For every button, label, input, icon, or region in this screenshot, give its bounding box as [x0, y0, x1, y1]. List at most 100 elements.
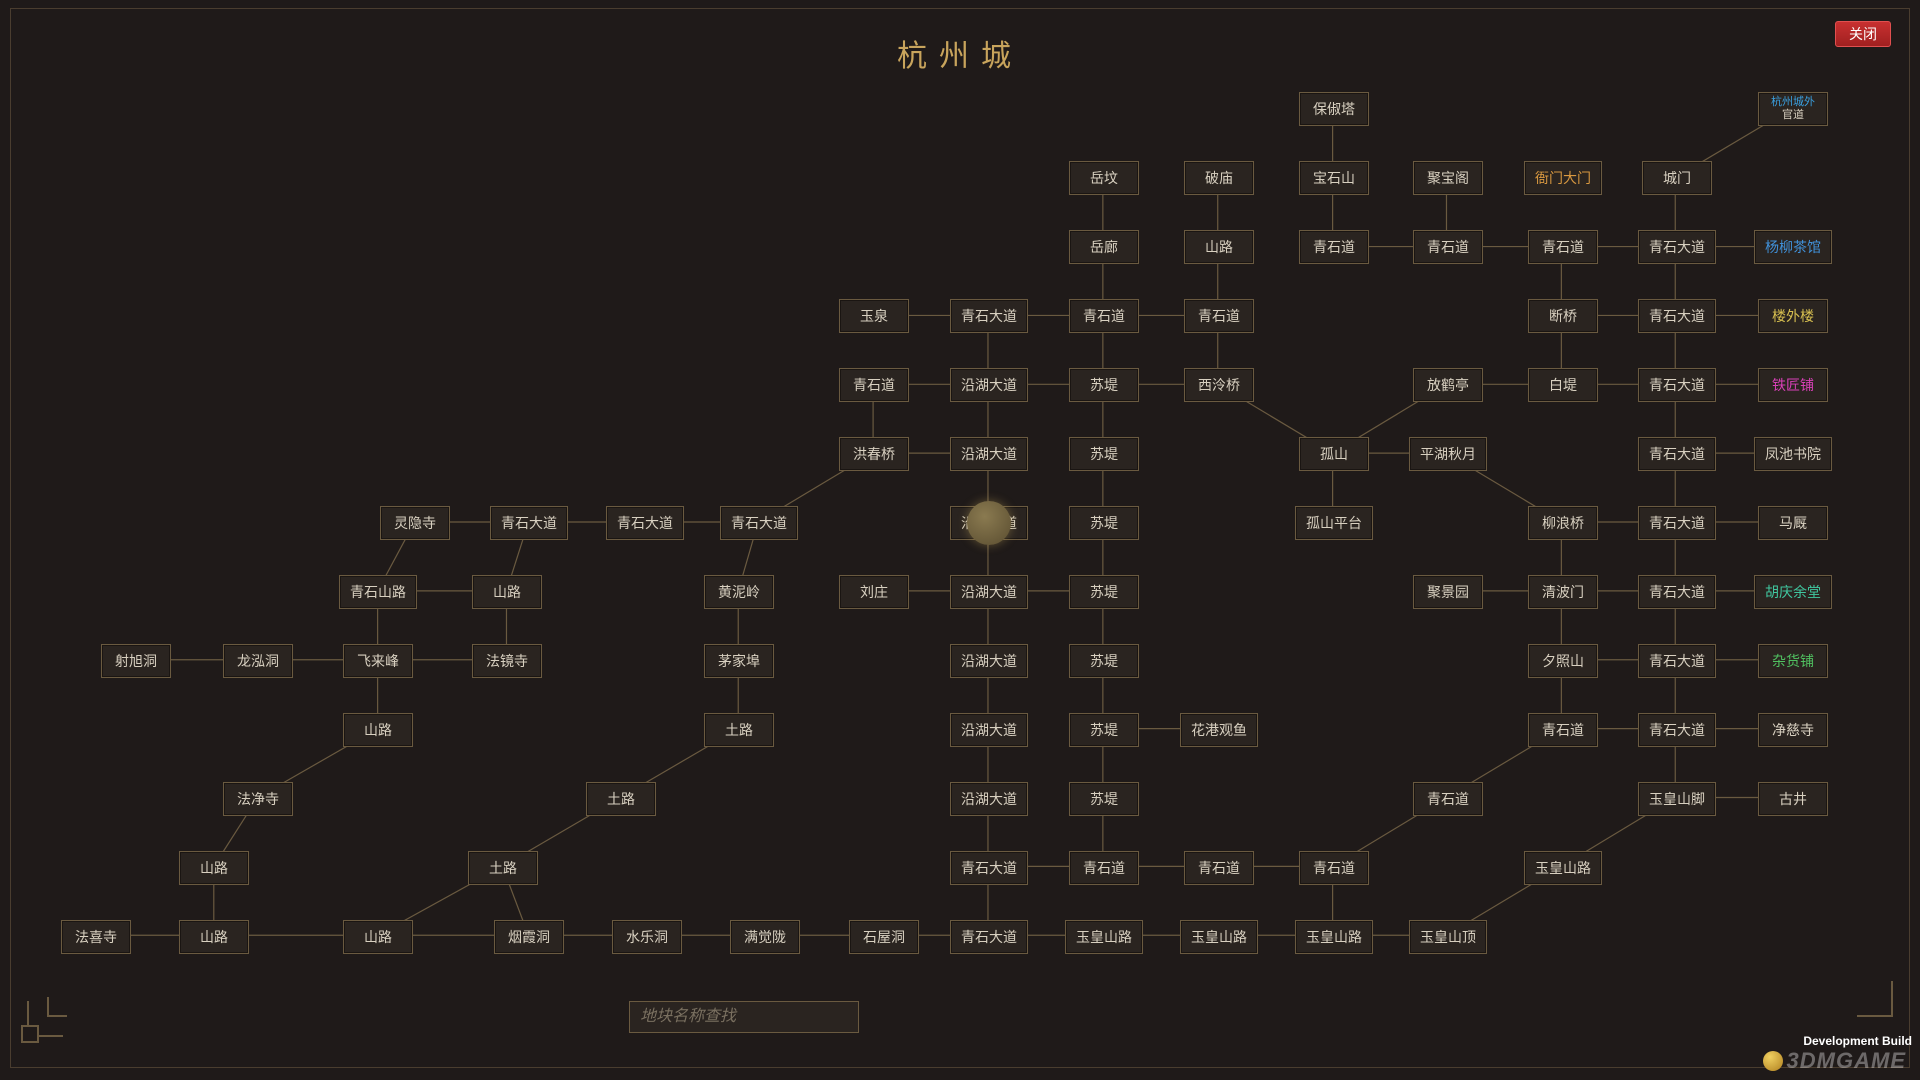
- map-node[interactable]: 古井: [1758, 782, 1828, 816]
- map-node[interactable]: 马厩: [1758, 506, 1828, 540]
- map-node[interactable]: 青石大道: [1638, 713, 1716, 747]
- map-node[interactable]: 青石大道: [1638, 575, 1716, 609]
- map-node[interactable]: 青石大道: [1638, 299, 1716, 333]
- map-node[interactable]: 山路: [179, 851, 249, 885]
- map-node[interactable]: 放鹤亭: [1413, 368, 1483, 402]
- map-node[interactable]: 衙门大门: [1524, 161, 1602, 195]
- map-node[interactable]: 玉皇山顶: [1409, 920, 1487, 954]
- map-node[interactable]: 白堤: [1528, 368, 1598, 402]
- map-node[interactable]: 法喜寺: [61, 920, 131, 954]
- map-node[interactable]: 沿湖大道: [950, 437, 1028, 471]
- map-node[interactable]: 断桥: [1528, 299, 1598, 333]
- map-node[interactable]: 铁匠铺: [1758, 368, 1828, 402]
- map-node[interactable]: 青石大道: [720, 506, 798, 540]
- map-node[interactable]: 灵隐寺: [380, 506, 450, 540]
- map-node[interactable]: 龙泓洞: [223, 644, 293, 678]
- map-node[interactable]: 城门: [1642, 161, 1712, 195]
- map-node[interactable]: 孤山: [1299, 437, 1369, 471]
- map-node[interactable]: 青石大道: [950, 920, 1028, 954]
- map-node[interactable]: 刘庄: [839, 575, 909, 609]
- map-node[interactable]: 杨柳茶馆: [1754, 230, 1832, 264]
- map-node[interactable]: 青石道: [1528, 713, 1598, 747]
- map-node[interactable]: 青石道: [1299, 230, 1369, 264]
- map-node[interactable]: 水乐洞: [612, 920, 682, 954]
- map-node[interactable]: 青石道: [1413, 782, 1483, 816]
- map-node[interactable]: 玉泉: [839, 299, 909, 333]
- map-node[interactable]: 山路: [343, 713, 413, 747]
- map-node[interactable]: 石屋洞: [849, 920, 919, 954]
- map-node[interactable]: 破庙: [1184, 161, 1254, 195]
- map-node[interactable]: 法镜寺: [472, 644, 542, 678]
- map-node[interactable]: 苏堤: [1069, 713, 1139, 747]
- map-node[interactable]: 青石道: [1184, 299, 1254, 333]
- map-node[interactable]: 青石大道: [1638, 230, 1716, 264]
- map-node[interactable]: 杭州城外官道: [1758, 92, 1828, 126]
- map-node[interactable]: 玉皇山脚: [1638, 782, 1716, 816]
- map-node[interactable]: 苏堤: [1069, 368, 1139, 402]
- map-node[interactable]: 玉皇山路: [1180, 920, 1258, 954]
- map-node[interactable]: 土路: [468, 851, 538, 885]
- map-node[interactable]: 青石大道: [606, 506, 684, 540]
- search-input[interactable]: [630, 1002, 858, 1032]
- map-node[interactable]: 玉皇山路: [1065, 920, 1143, 954]
- map-node[interactable]: 黄泥岭: [704, 575, 774, 609]
- map-node[interactable]: 山路: [1184, 230, 1254, 264]
- map-node[interactable]: 孤山平台: [1295, 506, 1373, 540]
- map-node[interactable]: 射旭洞: [101, 644, 171, 678]
- map-node[interactable]: 烟霞洞: [494, 920, 564, 954]
- map-node[interactable]: 土路: [704, 713, 774, 747]
- map-node[interactable]: 柳浪桥: [1528, 506, 1598, 540]
- map-node[interactable]: 宝石山: [1299, 161, 1369, 195]
- map-node[interactable]: 胡庆余堂: [1754, 575, 1832, 609]
- map-node[interactable]: 清波门: [1528, 575, 1598, 609]
- map-node[interactable]: 苏堤: [1069, 782, 1139, 816]
- map-node[interactable]: 凤池书院: [1754, 437, 1832, 471]
- map-node[interactable]: 法净寺: [223, 782, 293, 816]
- map-node[interactable]: 青石大道: [490, 506, 568, 540]
- map-node[interactable]: 青石道: [839, 368, 909, 402]
- map-node[interactable]: 保俶塔: [1299, 92, 1369, 126]
- map-node[interactable]: 玉皇山路: [1295, 920, 1373, 954]
- map-node[interactable]: 沿湖大道: [950, 713, 1028, 747]
- map-node[interactable]: 苏堤: [1069, 575, 1139, 609]
- map-node[interactable]: 楼外楼: [1758, 299, 1828, 333]
- map-node[interactable]: 山路: [343, 920, 413, 954]
- map-node[interactable]: 青石道: [1184, 851, 1254, 885]
- map-node[interactable]: 青石大道: [1638, 506, 1716, 540]
- map-node[interactable]: 平湖秋月: [1409, 437, 1487, 471]
- map-node[interactable]: 青石山路: [339, 575, 417, 609]
- map-node[interactable]: 满觉陇: [730, 920, 800, 954]
- map-node[interactable]: 夕照山: [1528, 644, 1598, 678]
- search-box[interactable]: [629, 1001, 859, 1033]
- map-node[interactable]: 沿湖大道: [950, 644, 1028, 678]
- map-node[interactable]: 沿湖大道: [950, 368, 1028, 402]
- map-node[interactable]: 青石道: [1299, 851, 1369, 885]
- map-node[interactable]: 土路: [586, 782, 656, 816]
- map-node[interactable]: 青石道: [1069, 851, 1139, 885]
- map-node[interactable]: 青石道: [1528, 230, 1598, 264]
- map-node[interactable]: 茅家埠: [704, 644, 774, 678]
- map-node[interactable]: 沿湖大道: [950, 782, 1028, 816]
- map-node[interactable]: 沿湖大道: [950, 575, 1028, 609]
- map-node[interactable]: 岳廊: [1069, 230, 1139, 264]
- map-node[interactable]: 青石大道: [1638, 437, 1716, 471]
- map-node[interactable]: 山路: [179, 920, 249, 954]
- map-node[interactable]: 净慈寺: [1758, 713, 1828, 747]
- map-node[interactable]: 青石大道: [950, 851, 1028, 885]
- map-node[interactable]: 山路: [472, 575, 542, 609]
- map-node[interactable]: 苏堤: [1069, 644, 1139, 678]
- map-node[interactable]: 青石大道: [1638, 644, 1716, 678]
- map-node[interactable]: 青石大道: [1638, 368, 1716, 402]
- map-node[interactable]: 玉皇山路: [1524, 851, 1602, 885]
- map-node[interactable]: 西泠桥: [1184, 368, 1254, 402]
- map-node[interactable]: 杂货铺: [1758, 644, 1828, 678]
- map-node[interactable]: 洪春桥: [839, 437, 909, 471]
- map-node[interactable]: 飞来峰: [343, 644, 413, 678]
- map-node[interactable]: 青石大道: [950, 299, 1028, 333]
- map-node[interactable]: 聚景园: [1413, 575, 1483, 609]
- map-node[interactable]: 青石道: [1069, 299, 1139, 333]
- map-node[interactable]: 苏堤: [1069, 437, 1139, 471]
- map-node[interactable]: 苏堤: [1069, 506, 1139, 540]
- map-node[interactable]: 青石道: [1413, 230, 1483, 264]
- map-node[interactable]: 花港观鱼: [1180, 713, 1258, 747]
